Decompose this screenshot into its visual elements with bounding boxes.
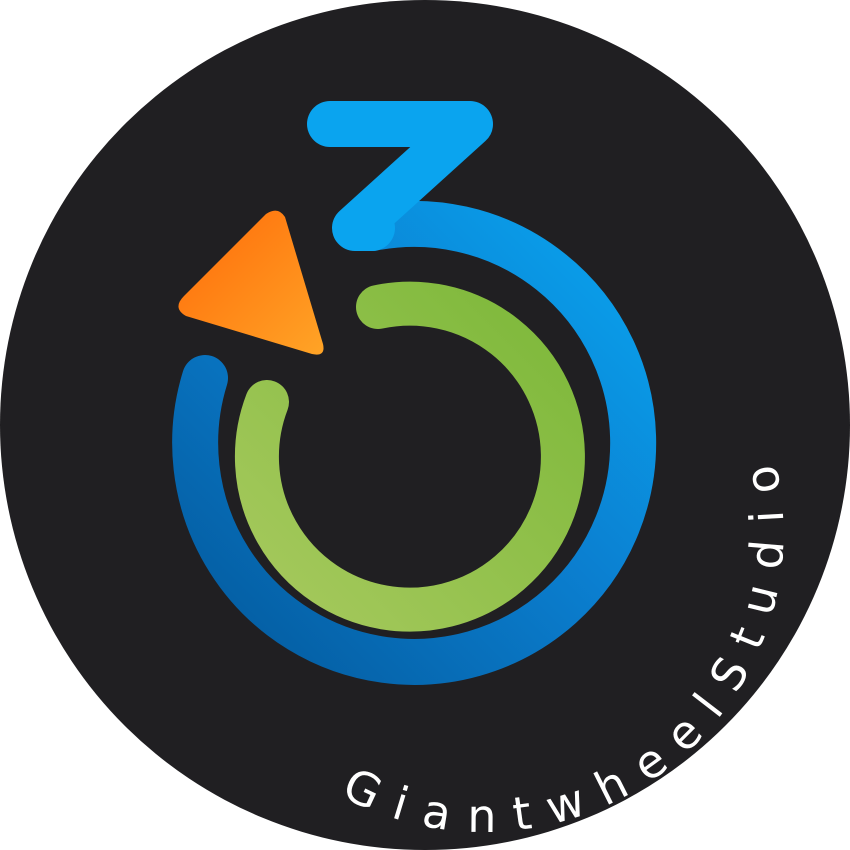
green-arc (234, 281, 585, 632)
three-top-stroke (307, 101, 493, 251)
numeral-three-icon (172, 101, 657, 685)
blue-arc (172, 200, 657, 685)
play-triangle-icon (178, 210, 324, 355)
